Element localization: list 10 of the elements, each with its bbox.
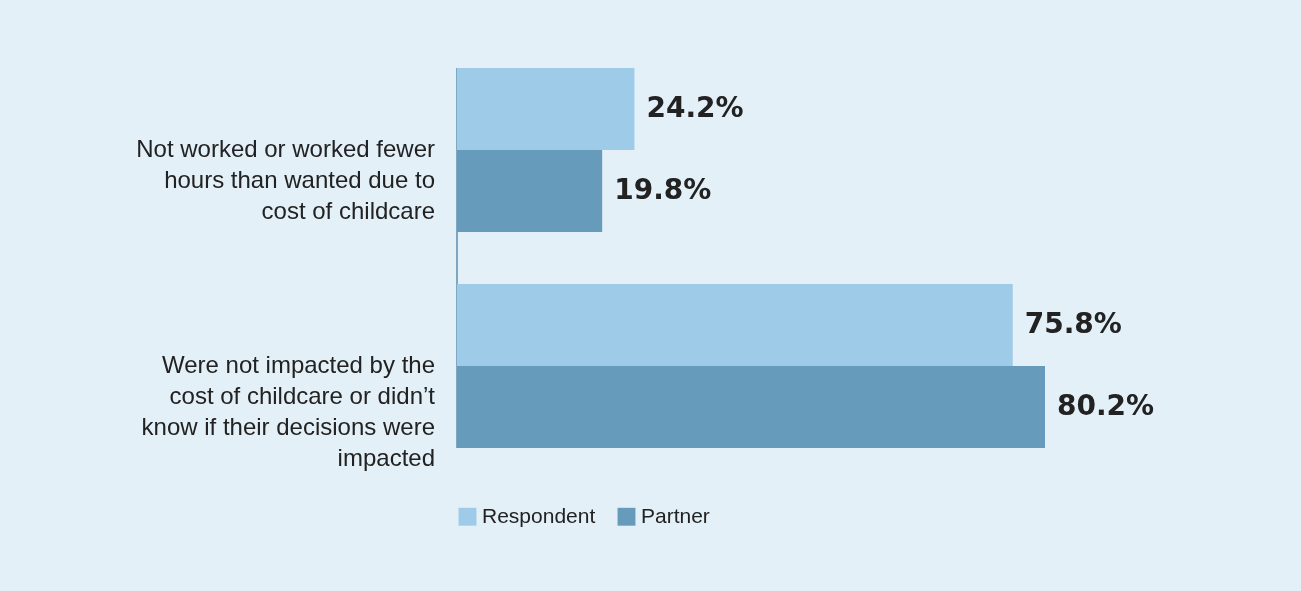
- bar: [457, 68, 635, 151]
- data-label: 24.2%: [646, 91, 744, 125]
- data-label: 75.8%: [1024, 306, 1122, 340]
- data-label: 80.2%: [1057, 388, 1155, 422]
- y-tick-label: Not worked or worked fewer hours than wanted due to cost of childcare: [136, 135, 436, 225]
- bar: [457, 283, 1013, 366]
- y-tick-label: Were not impacted by the cost of childcare or didn’t know if their decisions were impacted: [141, 350, 436, 471]
- data-label: 19.8%: [614, 173, 712, 207]
- legend-label: Respondent: [482, 503, 596, 527]
- legend-label: Partner: [641, 503, 710, 527]
